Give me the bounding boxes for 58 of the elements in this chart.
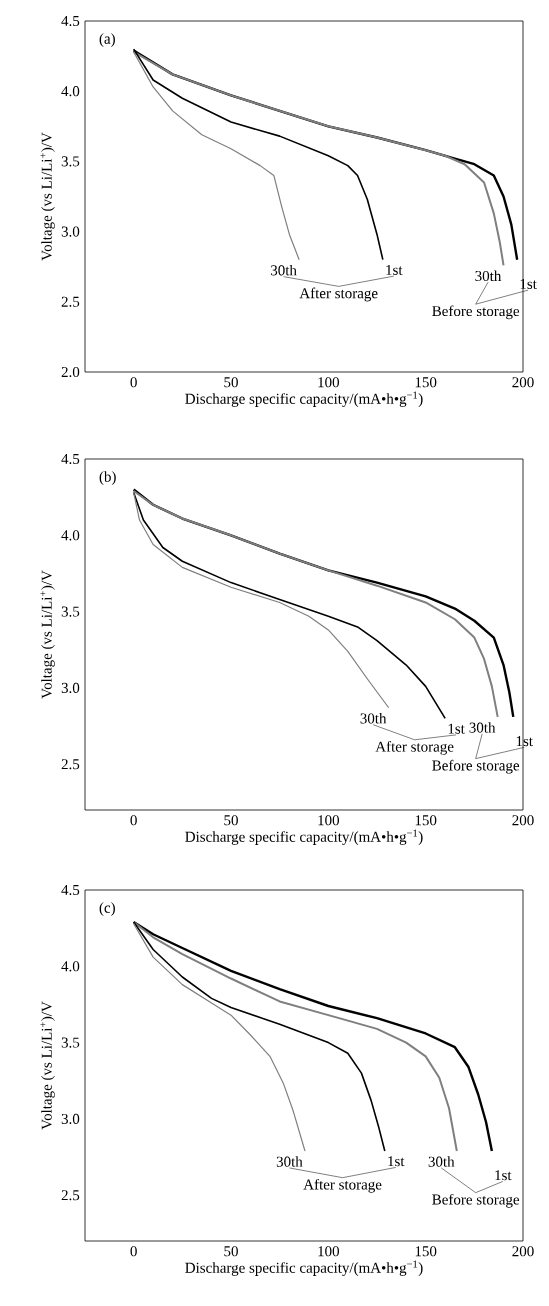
y-tick-label: 4.5 xyxy=(61,884,80,896)
x-axis-title: Discharge specific capacity/(mA•h•g$^{−1}$) xyxy=(185,1260,423,1276)
annotation: 30th xyxy=(469,722,496,733)
x-tick-label: 150 xyxy=(415,815,437,826)
y-tick-label: 2.5 xyxy=(61,296,80,307)
y-tick-label: 2.5 xyxy=(61,1190,80,1201)
text: (b) xyxy=(99,471,116,485)
x-tick-label: 50 xyxy=(224,815,238,826)
annotation: 1st xyxy=(516,736,533,747)
annotation: After storage xyxy=(303,1178,382,1193)
annotation: 1st xyxy=(495,1170,512,1181)
y-tick-label: 2.0 xyxy=(61,366,80,378)
annotation: 1st xyxy=(386,264,403,275)
annotation: 30th xyxy=(270,264,297,276)
x-tick-label: 150 xyxy=(415,377,437,388)
annotation: 30th xyxy=(475,270,502,282)
annotation: Before storage xyxy=(432,305,520,320)
y-tick-label: 2.5 xyxy=(61,759,80,770)
y-tick-label: 3.0 xyxy=(61,682,80,694)
x-tick-label: 150 xyxy=(415,1246,437,1257)
annotation: 30th xyxy=(428,1156,455,1167)
y-tick-label: 4.0 xyxy=(61,530,80,541)
y-tick-label: 3.5 xyxy=(61,1037,80,1048)
text: (c) xyxy=(99,902,115,916)
x-tick-label: 50 xyxy=(224,1246,238,1257)
annotation: Before storage xyxy=(432,1193,520,1208)
annotation: After storage xyxy=(375,741,454,755)
annotation: After storage xyxy=(299,287,378,302)
x-tick-label: 200 xyxy=(512,815,534,826)
y-axis-title: Voltage (vs Li/Li$^{+}$)/V xyxy=(40,1001,55,1130)
annotation: 30th xyxy=(360,712,387,724)
y-tick-label: 4.0 xyxy=(61,961,80,972)
y-tick-label: 3.0 xyxy=(61,1113,80,1125)
x-tick-label: 100 xyxy=(318,815,340,826)
y-tick-label: 3.5 xyxy=(61,606,80,617)
text: (a) xyxy=(99,33,115,47)
annotation: 1st xyxy=(520,278,537,289)
annotation: 30th xyxy=(276,1156,303,1167)
y-tick-label: 4.0 xyxy=(61,86,80,97)
annotation: Before storage xyxy=(432,759,520,774)
annotation: 1st xyxy=(448,723,465,734)
x-tick-label: 0 xyxy=(130,1246,137,1257)
y-tick-label: 3.5 xyxy=(61,156,80,167)
y-tick-label: 3.0 xyxy=(61,226,80,237)
y-axis-title: Voltage (vs Li/Li$^{+}$)/V xyxy=(40,570,55,699)
x-tick-label: 200 xyxy=(512,1246,534,1257)
x-tick-label: 100 xyxy=(318,1246,340,1257)
x-axis-title: Discharge specific capacity/(mA•h•g$^{−1}$) xyxy=(185,391,423,407)
x-tick-label: 0 xyxy=(130,815,137,826)
x-tick-label: 200 xyxy=(512,377,534,388)
y-axis-title: Voltage (vs Li/Li$^{+}$)/V xyxy=(40,132,55,261)
x-axis-title: Discharge specific capacity/(mA•h•g$^{−1}$) xyxy=(185,829,423,845)
x-tick-label: 50 xyxy=(224,377,238,388)
x-tick-label: 0 xyxy=(130,377,137,388)
x-tick-label: 100 xyxy=(318,377,340,388)
y-tick-label: 4.5 xyxy=(61,453,80,465)
y-tick-label: 4.5 xyxy=(61,15,80,27)
annotation: 1st xyxy=(388,1156,405,1167)
